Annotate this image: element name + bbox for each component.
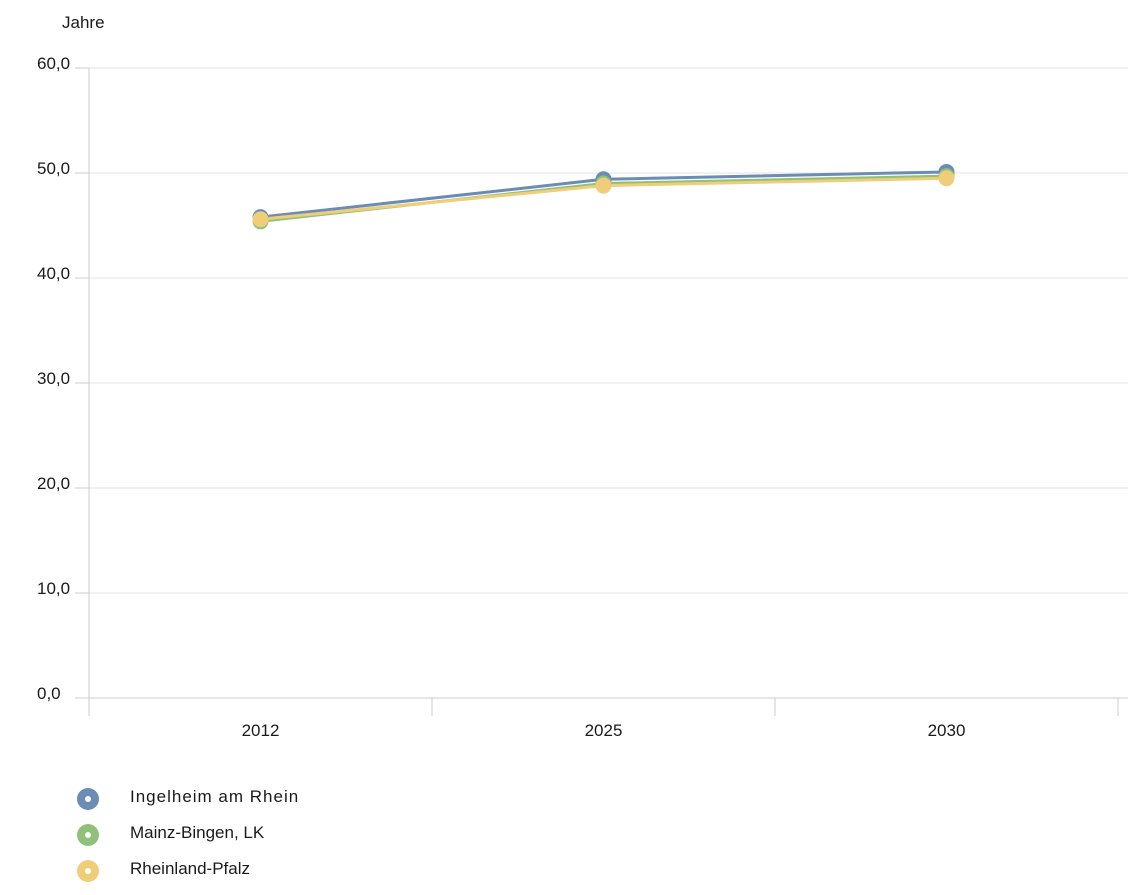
y-tick-label: 60,0 — [37, 54, 70, 73]
gridlines — [89, 67, 1128, 594]
legend-marker-icon — [77, 788, 99, 810]
legend-marker-icon — [77, 824, 99, 846]
y-tick-label: 20,0 — [37, 474, 70, 493]
data-point[interactable] — [938, 170, 955, 187]
data-point[interactable] — [252, 211, 269, 228]
y-tick-label: 40,0 — [37, 264, 70, 283]
x-tick-label: 2012 — [242, 721, 280, 740]
data-point[interactable] — [595, 177, 612, 194]
legend-marker-icon — [77, 860, 99, 882]
line-chart: Jahre 0,010,020,030,040,050,060,0 2012 20… — [37, 13, 1128, 740]
legend-label: Mainz-Bingen, LK — [130, 823, 265, 842]
x-axis-ticks: 2012 2025 2030 — [88, 698, 1119, 740]
x-tick-label: 2025 — [585, 721, 623, 740]
y-tick-label: 0,0 — [37, 684, 61, 703]
series-group — [252, 163, 955, 230]
y-tick-label: 50,0 — [37, 159, 70, 178]
y-axis-title: Jahre — [62, 13, 105, 32]
x-tick-label: 2030 — [928, 721, 966, 740]
y-tick-label: 30,0 — [37, 369, 70, 388]
legend-label: Rheinland-Pfalz — [130, 859, 251, 878]
y-axis-ticks: 0,0 10,0 20,0 30,0 40,0 50,0 60,0 — [37, 54, 89, 703]
y-tick-label: 10,0 — [37, 579, 70, 598]
legend-label: Ingelheim am Rhein — [130, 787, 300, 806]
